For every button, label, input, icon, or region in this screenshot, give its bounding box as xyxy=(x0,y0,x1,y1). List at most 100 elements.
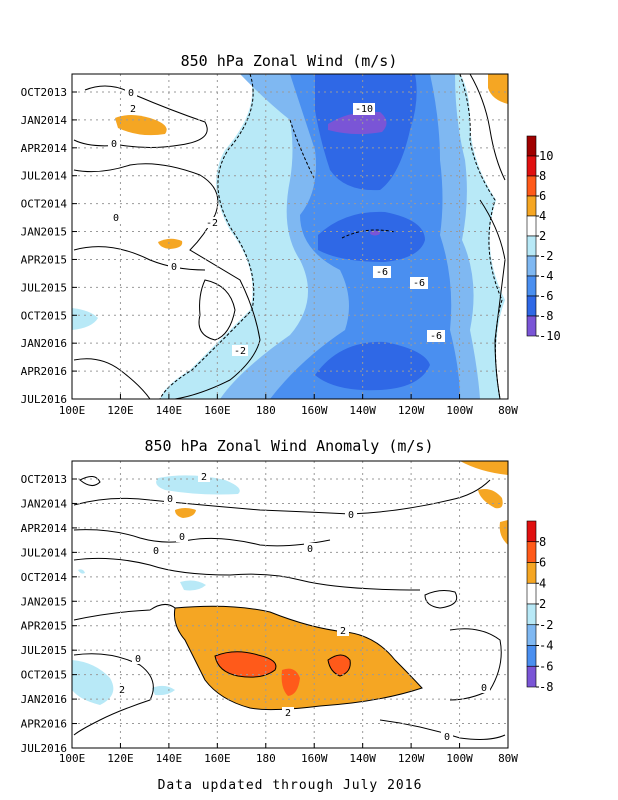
x-tick-label: 100W xyxy=(446,752,473,765)
x-tick-label: 120W xyxy=(398,404,425,417)
colorbar-swatch xyxy=(526,175,537,197)
y-tick-label: OCT2014 xyxy=(21,571,68,584)
bottom-x-tick-labels: 100E 120E 140E 160E 180 160W 140W 120W 100W 80W xyxy=(59,752,519,765)
x-tick-label: 100W xyxy=(446,404,473,417)
y-tick-label: APR2014 xyxy=(21,142,68,155)
colorbar-label: -6 xyxy=(539,659,553,673)
colorbar-label: -8 xyxy=(539,309,553,323)
bottom-patch-plus2-b xyxy=(460,461,508,475)
y-tick-label: JUL2016 xyxy=(21,393,67,406)
svg-text:0: 0 xyxy=(348,510,354,521)
top-band-minus8-c xyxy=(315,341,430,391)
top-panel: 850 hPa Zonal Wind (m/s) xyxy=(21,52,561,417)
bottom-patch-minus2-a xyxy=(156,475,240,495)
colorbar-label: 2 xyxy=(539,229,546,243)
y-tick-label: JUL2014 xyxy=(21,546,68,559)
colorbar-label: 2 xyxy=(539,597,546,611)
x-tick-label: 120W xyxy=(398,752,425,765)
colorbar-label: -4 xyxy=(539,269,553,283)
y-tick-label: OCT2015 xyxy=(21,669,67,682)
colorbar-label: -2 xyxy=(539,618,553,632)
y-tick-label: APR2016 xyxy=(21,718,67,731)
bottom-title: 850 hPa Zonal Wind Anomaly (m/s) xyxy=(145,437,434,455)
y-tick-label: APR2014 xyxy=(21,522,68,535)
svg-text:-2: -2 xyxy=(234,346,246,357)
x-tick-label: 80W xyxy=(498,752,518,765)
bottom-band-plus2 xyxy=(174,606,422,710)
top-grid xyxy=(71,74,509,400)
y-tick-label: OCT2014 xyxy=(21,198,68,211)
y-tick-label: JAN2016 xyxy=(21,337,67,350)
bottom-band-plus4-b xyxy=(281,668,300,696)
y-tick-label: JAN2016 xyxy=(21,693,67,706)
y-tick-label: APR2015 xyxy=(21,620,67,633)
x-tick-label: 140E xyxy=(156,752,183,765)
y-tick-label: JUL2015 xyxy=(21,644,67,657)
top-patch-plus2-c xyxy=(488,74,508,104)
colorbar-swatch xyxy=(526,582,537,605)
x-tick-label: 120E xyxy=(107,752,134,765)
colorbar-label: 4 xyxy=(539,576,546,590)
x-tick-label: 180 xyxy=(256,752,276,765)
y-tick-label: APR2016 xyxy=(21,365,67,378)
svg-text:0: 0 xyxy=(153,546,159,557)
svg-text:2: 2 xyxy=(340,626,346,637)
svg-text:-6: -6 xyxy=(430,331,442,342)
bottom-patch-plus2-a xyxy=(175,508,196,518)
top-colorbar: 10 8 6 4 2 -2 -4 -6 -8 -10 xyxy=(526,135,561,343)
colorbar-swatch xyxy=(526,195,537,217)
y-tick-label: JAN2014 xyxy=(21,497,68,510)
colorbar-label: 10 xyxy=(539,149,553,163)
y-tick-label: JAN2015 xyxy=(21,595,67,608)
colorbar-label: -8 xyxy=(539,680,553,694)
colorbar-label: -4 xyxy=(539,639,553,653)
svg-text:2: 2 xyxy=(119,685,125,696)
bottom-y-tick-labels: OCT2013 JAN2014 APR2014 JUL2014 OCT2014 JAN20… xyxy=(21,473,68,755)
top-x-tick-labels: 100E 120E 140E 160E 180 160W 140W 120W 100W 80W xyxy=(59,404,519,417)
y-tick-label: JUL2015 xyxy=(21,281,67,294)
x-tick-label: 140E xyxy=(156,404,183,417)
bottom-patch-plus2-c xyxy=(478,489,503,509)
x-tick-label: 120E xyxy=(107,404,134,417)
bottom-band-plus4-c xyxy=(328,655,351,676)
colorbar-label: 8 xyxy=(539,169,546,183)
top-band-minus8-b xyxy=(318,211,425,262)
bottom-grid xyxy=(71,461,509,749)
y-tick-label: APR2015 xyxy=(21,253,67,266)
x-tick-label: 140W xyxy=(349,404,376,417)
y-tick-label: JUL2014 xyxy=(21,170,68,183)
colorbar-label: 8 xyxy=(539,535,546,549)
bottom-patch-minus2-e xyxy=(78,569,85,574)
svg-text:-10: -10 xyxy=(355,104,373,115)
top-contours-dashed xyxy=(159,74,503,399)
colorbar-label: 4 xyxy=(539,209,546,223)
y-tick-label: JUL2016 xyxy=(21,742,67,755)
colorbar-label: -6 xyxy=(539,289,553,303)
svg-text:0: 0 xyxy=(167,494,173,505)
bottom-field xyxy=(72,461,508,748)
x-tick-label: 160W xyxy=(301,752,328,765)
x-tick-label: 180 xyxy=(256,404,276,417)
colorbar-swatch xyxy=(526,562,537,584)
y-tick-label: OCT2013 xyxy=(21,86,67,99)
colorbar-swatch xyxy=(526,315,537,337)
colorbar-label: 6 xyxy=(539,189,546,203)
bottom-patch-plus2-d xyxy=(499,520,508,545)
colorbar-swatch xyxy=(526,541,537,563)
colorbar-label: 6 xyxy=(539,556,546,570)
x-tick-label: 140W xyxy=(349,752,376,765)
bottom-contour-labels: 2 0 0 0 0 2 2 0 2 0 0 0 xyxy=(116,471,490,743)
x-tick-label: 160E xyxy=(204,752,231,765)
colorbar-swatch xyxy=(526,275,537,297)
svg-text:2: 2 xyxy=(130,104,136,115)
svg-text:2: 2 xyxy=(285,708,291,719)
bottom-colorbar: 8 6 4 2 -2 -4 -6 -8 xyxy=(526,520,553,694)
bottom-patch-minus2-d xyxy=(180,580,206,591)
svg-text:0: 0 xyxy=(171,262,177,273)
y-tick-label: OCT2013 xyxy=(21,473,67,486)
colorbar-swatch xyxy=(526,665,537,688)
svg-text:0: 0 xyxy=(307,544,313,555)
top-patch-plus2-b xyxy=(158,238,183,249)
svg-text:0: 0 xyxy=(481,683,487,694)
